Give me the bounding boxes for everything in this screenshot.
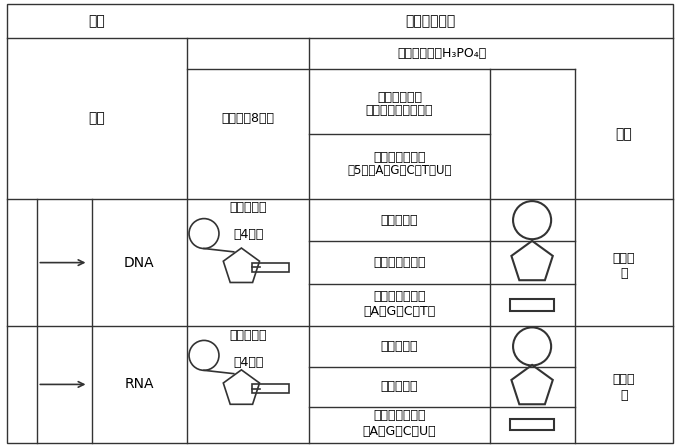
Text: 核糖核苷酸: 核糖核苷酸: [229, 329, 267, 342]
Text: （5种：A、G、C、T、U）: （5种：A、G、C、T、U）: [347, 164, 452, 177]
Bar: [510, 419, 554, 430]
Text: 核糖核: 核糖核: [613, 373, 635, 387]
Text: 名称: 名称: [88, 14, 105, 28]
Text: 一分子脱氧核糖: 一分子脱氧核糖: [373, 256, 426, 269]
Text: 核酸: 核酸: [88, 111, 105, 126]
Text: 一分子磷酸（H₃PO₄）: 一分子磷酸（H₃PO₄）: [397, 47, 487, 60]
Text: 一分子五础糖: 一分子五础糖: [377, 91, 422, 104]
Text: 一分子含氮碱基: 一分子含氮碱基: [373, 290, 426, 303]
Text: DNA: DNA: [124, 256, 155, 270]
Text: 一分子磷酸: 一分子磷酸: [381, 340, 418, 353]
Text: 苷: 苷: [620, 267, 628, 280]
Text: 一分子含氮碱基: 一分子含氮碱基: [373, 409, 426, 422]
Bar: [510, 299, 554, 311]
Text: 核苷酸（8种）: 核苷酸（8种）: [222, 112, 275, 125]
Text: 脱氧核: 脱氧核: [613, 252, 635, 265]
Text: （4种）: （4种）: [233, 355, 263, 369]
Bar: [252, 384, 289, 393]
Text: 一分子含氮碱基: 一分子含氮碱基: [373, 151, 426, 164]
Text: 苷: 苷: [620, 389, 628, 402]
Bar: [252, 263, 289, 271]
Text: （A、G、C、U）: （A、G、C、U）: [362, 425, 437, 438]
Text: 基本组成单位: 基本组成单位: [405, 14, 455, 28]
Text: 核苷: 核苷: [615, 127, 632, 141]
Text: （4种）: （4种）: [233, 228, 263, 241]
Text: 一分子核糖: 一分子核糖: [381, 380, 418, 393]
Text: （A、G、C、T）: （A、G、C、T）: [363, 305, 436, 318]
Text: RNA: RNA: [124, 377, 154, 392]
Text: （核糖或脱氧核糖）: （核糖或脱氧核糖）: [366, 104, 433, 117]
Text: 一分子磷酸: 一分子磷酸: [381, 214, 418, 227]
Text: 脱氧核苷酸: 脱氧核苷酸: [229, 201, 267, 215]
